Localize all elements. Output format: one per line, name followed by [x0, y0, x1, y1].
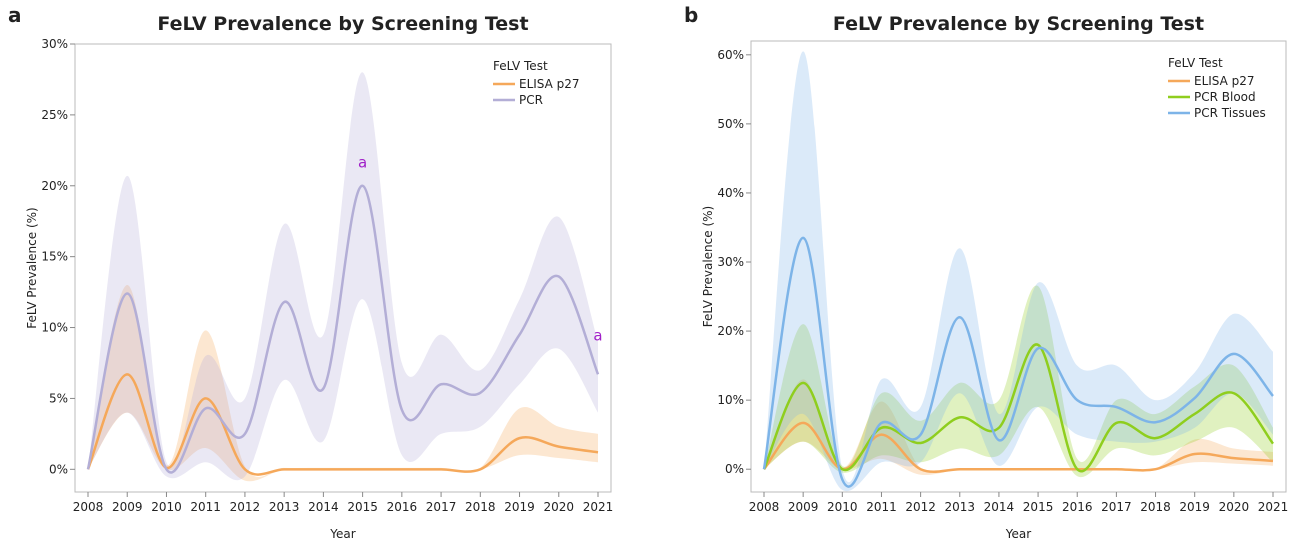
x-axis-label: Year	[329, 527, 355, 541]
chart-title: FeLV Prevalence by Screening Test	[157, 13, 528, 35]
y-tick-label: 5%	[49, 391, 68, 405]
x-tick-label: 2010	[827, 500, 858, 514]
line	[762, 236, 1274, 488]
x-tick-label: 2009	[112, 500, 143, 514]
y-tick-label: 0%	[725, 462, 744, 476]
x-tick-label: 2012	[230, 500, 261, 514]
legend-label: PCR	[519, 93, 543, 107]
panel-label: a	[8, 3, 22, 27]
x-tick-label: 2021	[1258, 500, 1289, 514]
legend-label: ELISA p27	[1194, 74, 1255, 88]
x-tick-label: 2020	[543, 500, 574, 514]
y-tick-label: 10%	[717, 393, 744, 407]
plot-frame	[74, 43, 612, 493]
x-tick-label: 2015	[1023, 500, 1054, 514]
annotation: a	[358, 153, 367, 171]
x-tick-label: 2018	[1140, 500, 1171, 514]
legend-label: PCR Blood	[1194, 90, 1256, 104]
y-tick-label: 20%	[717, 324, 744, 338]
x-tick-label: 2009	[788, 500, 819, 514]
legend-label: ELISA p27	[519, 77, 580, 91]
x-tick-label: 2013	[269, 500, 300, 514]
x-tick-label: 2017	[1101, 500, 1132, 514]
y-tick-label: 50%	[717, 117, 744, 131]
x-tick-label: 2019	[504, 500, 535, 514]
x-tick-label: 2021	[583, 500, 614, 514]
chart: a FeLV Prevalence by Screening Test Year Fe…	[8, 3, 613, 541]
x-tick-label: 2018	[465, 500, 496, 514]
line	[86, 184, 600, 474]
y-tick-label: 30%	[717, 255, 744, 269]
y-axis-label: FeLV Prevalence (%)	[701, 206, 715, 327]
line	[86, 373, 599, 476]
x-tick-label: 2016	[387, 500, 418, 514]
x-tick-label: 2020	[1219, 500, 1250, 514]
x-tick-label: 2016	[1062, 500, 1093, 514]
legend-title: FeLV Test	[493, 59, 548, 73]
x-tick-label: 2011	[190, 500, 221, 514]
chart-title: FeLV Prevalence by Screening Test	[833, 13, 1204, 35]
x-tick-label: 2010	[151, 500, 182, 514]
confidence-band	[764, 51, 1273, 492]
x-tick-label: 2012	[905, 500, 936, 514]
panel-label: b	[684, 3, 698, 27]
line	[762, 343, 1275, 473]
legend-label: PCR Tissues	[1194, 106, 1266, 120]
chart: b FeLV Prevalence by Screening Test Year Fe…	[684, 3, 1288, 541]
plot-frame	[750, 40, 1287, 493]
legend-title: FeLV Test	[1168, 56, 1223, 70]
x-tick-label: 2014	[308, 500, 339, 514]
x-tick-label: 2017	[426, 500, 457, 514]
y-tick-label: 60%	[717, 48, 744, 62]
confidence-band	[88, 285, 598, 482]
y-tick-label: 25%	[41, 108, 68, 122]
x-tick-label: 2019	[1179, 500, 1210, 514]
y-tick-label: 30%	[41, 37, 68, 51]
x-tick-label: 2011	[866, 500, 897, 514]
y-tick-label: 40%	[717, 186, 744, 200]
x-tick-label: 2008	[749, 500, 780, 514]
x-tick-label: 2014	[984, 500, 1015, 514]
y-axis-label: FeLV Prevalence (%)	[25, 207, 39, 328]
x-axis-label: Year	[1005, 527, 1031, 541]
x-tick-label: 2008	[73, 500, 104, 514]
annotation: a	[593, 326, 602, 344]
x-tick-label: 2013	[944, 500, 975, 514]
confidence-band	[764, 379, 1273, 476]
y-tick-label: 15%	[41, 250, 68, 264]
y-tick-label: 20%	[41, 179, 68, 193]
y-tick-label: 10%	[41, 321, 68, 335]
y-tick-label: 0%	[49, 462, 68, 476]
x-tick-label: 2015	[347, 500, 378, 514]
